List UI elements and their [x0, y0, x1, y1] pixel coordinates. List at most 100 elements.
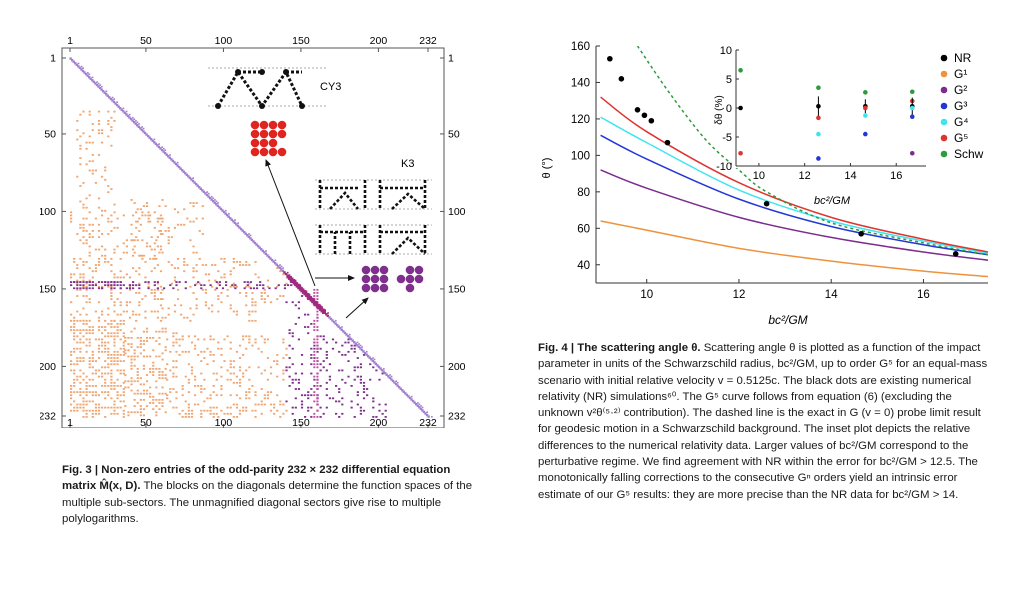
matrix-entry-purple	[249, 281, 252, 283]
matrix-entry-orange	[226, 295, 229, 297]
matrix-entry-orange	[130, 361, 133, 364]
matrix-entry-orange	[107, 119, 110, 122]
matrix-entry-orange	[153, 295, 156, 297]
diagonal-entry	[148, 136, 151, 139]
diagonal-entry	[123, 111, 127, 115]
purple-dot	[370, 283, 380, 293]
matrix-entry-orange	[152, 349, 155, 352]
matrix-entry-purple	[313, 360, 316, 363]
matrix-entry-orange	[187, 412, 190, 415]
matrix-entry-purple	[307, 397, 310, 400]
matrix-entry-purple	[297, 338, 301, 341]
diagonal-entry	[421, 409, 424, 412]
matrix-entry-purple	[331, 347, 335, 350]
matrix-entry-orange	[238, 366, 242, 369]
matrix-entry-orange	[79, 223, 82, 226]
matrix-entry-orange	[79, 375, 82, 378]
matrix-entry-purple	[325, 341, 328, 344]
matrix-entry-orange	[159, 223, 163, 226]
matrix-entry-orange	[220, 409, 223, 412]
matrix-entry-orange	[209, 350, 212, 353]
diagonal-entry	[95, 83, 99, 87]
matrix-entry-purple	[262, 287, 265, 290]
matrix-entry-purple	[319, 369, 322, 372]
matrix-entry-orange	[173, 208, 177, 211]
diagonal-entry	[97, 85, 100, 88]
matrix-entry-purple	[381, 412, 384, 415]
matrix-entry-orange	[130, 389, 133, 392]
matrix-entry-orange	[91, 400, 94, 403]
matrix-entry-orange	[136, 392, 139, 395]
matrix-entry-orange	[175, 332, 178, 335]
legend-marker	[940, 86, 948, 94]
matrix-entry-purple	[79, 287, 82, 290]
matrix-entry-orange	[223, 261, 226, 263]
matrix-entry-orange	[235, 394, 239, 397]
diagonal-entry	[163, 151, 167, 155]
matrix-entry-orange	[70, 363, 73, 366]
matrix-entry-orange	[200, 360, 203, 363]
matrix-entry-orange	[136, 355, 139, 358]
matrix-entry-purple	[322, 412, 325, 415]
matrix-entry-orange	[119, 347, 122, 350]
matrix-entry-orange	[184, 350, 187, 353]
matrix-entry-orange	[189, 285, 192, 288]
matrix-entry-orange	[184, 412, 187, 415]
diagonal-entry	[275, 263, 278, 266]
diagonal-entry	[215, 200, 218, 203]
matrix-entry-purple	[369, 378, 372, 381]
matrix-entry-purple	[384, 403, 387, 406]
matrix-entry-orange	[229, 360, 232, 363]
diagonal-entry	[194, 182, 198, 186]
matrix-entry-orange	[142, 398, 146, 401]
matrix-entry-purple	[184, 287, 187, 290]
matrix-entry-orange	[107, 394, 110, 397]
red-dot	[250, 147, 260, 157]
matrix-entry-orange	[82, 217, 85, 220]
diagonal-entry	[308, 293, 311, 296]
matrix-entry-purple	[316, 292, 319, 294]
matrix-entry-orange	[76, 279, 79, 282]
matrix-entry-orange	[145, 392, 149, 395]
matrix-entry-orange	[183, 223, 186, 226]
matrix-entry-purple	[88, 281, 91, 283]
matrix-entry-orange	[107, 332, 110, 335]
matrix-entry-orange	[173, 310, 177, 313]
diagonal-entry	[125, 113, 128, 116]
diagonal-entry	[81, 69, 85, 73]
matrix-entry-purple	[325, 354, 328, 356]
inset-y-tick-label: -10	[716, 161, 732, 173]
diagonal-entry	[334, 322, 337, 325]
matrix-entry-orange	[88, 341, 91, 344]
matrix-entry-orange	[204, 304, 208, 307]
matrix-entry-orange	[251, 301, 254, 304]
matrix-entry-orange	[79, 185, 82, 187]
matrix-entry-purple	[288, 357, 291, 359]
matrix-entry-orange	[175, 397, 178, 400]
inset-point-G⁵	[863, 105, 868, 111]
matrix-entry-orange	[130, 377, 133, 380]
matrix-entry-orange	[276, 360, 279, 363]
matrix-entry-orange	[144, 214, 147, 217]
matrix-entry-orange	[110, 129, 113, 132]
k3-diagrams: K3	[315, 158, 432, 255]
matrix-entry-orange	[88, 267, 91, 270]
matrix-entry-orange	[73, 391, 76, 394]
matrix-entry-orange	[107, 366, 110, 369]
matrix-entry-orange	[119, 257, 122, 260]
matrix-entry-orange	[107, 323, 110, 325]
matrix-entry-orange	[170, 236, 173, 239]
matrix-entry-orange	[79, 341, 82, 344]
diagonal-entry	[388, 376, 392, 380]
matrix-entry-orange	[73, 406, 76, 409]
matrix-entry-purple	[341, 378, 344, 381]
matrix-entry-orange	[193, 385, 197, 387]
matrix-entry-orange	[113, 203, 116, 206]
matrix-entry-orange	[79, 135, 82, 138]
matrix-entry-purple	[85, 281, 88, 283]
matrix-entry-orange	[76, 406, 79, 409]
matrix-entry-orange	[94, 406, 97, 409]
matrix-entry-orange	[248, 264, 251, 266]
matrix-entry-orange	[282, 378, 285, 381]
matrix-entry-purple	[200, 287, 203, 290]
